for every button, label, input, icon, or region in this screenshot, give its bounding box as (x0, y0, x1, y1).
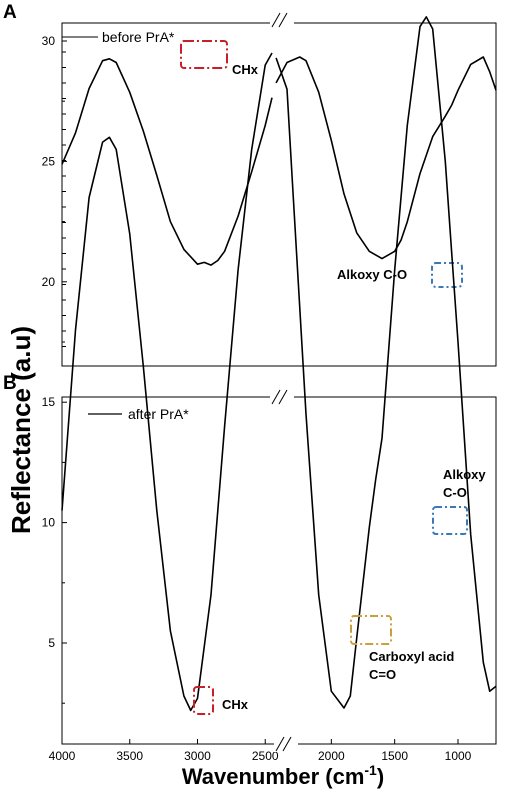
alkoxy-label-a: Alkoxy C-O (337, 267, 407, 282)
x-axis-label-close: ) (377, 764, 384, 789)
panel-b-series (61, 16, 497, 712)
panel-b-x-tick-label: 4000 (49, 749, 76, 763)
panel-b-y-tick-label: 5 (48, 636, 55, 650)
panel-b-annotation-carboxyl: Carboxyl acid C=O (350, 615, 454, 682)
chx-box-b (193, 686, 214, 715)
panel-a-series (61, 56, 497, 266)
panel-b-axis-break-bottom (274, 736, 298, 752)
panel-a-letter: A (3, 2, 17, 23)
panel-a-curve-segment-left (61, 57, 273, 266)
panel-b-x-tick-label: 3000 (184, 749, 211, 763)
panel-b-legend: after PrA* (88, 406, 189, 422)
x-axis-label-main: Wavenumber (cm (182, 764, 365, 789)
panel-b-x-tick-label: 2000 (318, 749, 345, 763)
panel-b-y-tick-label: 10 (42, 516, 56, 530)
panel-b-legend-label: after PrA* (128, 406, 189, 422)
panel-b-axis-break-top (270, 389, 294, 405)
x-axis-label: Wavenumber (cm-1) (182, 762, 384, 789)
panel-a-legend: before PrA* (62, 29, 175, 45)
panel-b-frame (61, 396, 497, 745)
panel-b-y-tick-label: 20 (42, 275, 56, 289)
panel-b-y-tick-label: 30 (42, 34, 56, 48)
panel-b-curve-segment-left (61, 52, 273, 712)
alkoxy-box-a (431, 262, 463, 288)
panel-b-x-tick-label: 2500 (252, 749, 279, 763)
panel-b-x-tick-label: 1000 (445, 749, 472, 763)
panel-a-frame (61, 22, 497, 367)
panel-b-x-ticks: 4000 3500 3000 2500 2000 1500 1000 (49, 739, 472, 763)
panel-a-axis-break (270, 12, 294, 28)
y-axis-label: Reflectance (a.u) (6, 326, 36, 534)
panel-a-annotation-chx: CHx (180, 40, 259, 77)
chx-box-a (180, 40, 228, 69)
alkoxy-label-line2: C-O (443, 485, 467, 500)
alkoxy-box-b (432, 506, 468, 535)
panel-b-x-tick-label: 3500 (116, 749, 143, 763)
alkoxy-label-line1: Alkoxy (443, 467, 486, 482)
chx-label-a: CHx (232, 62, 259, 77)
panel-b-y-tick-label: 15 (42, 395, 56, 409)
panel-a-y-ticks (62, 51, 66, 347)
chx-label-b: CHx (222, 697, 249, 712)
carboxyl-label-line2: C=O (369, 667, 396, 682)
panel-b-y-ticks: 5 10 15 20 25 30 (42, 34, 67, 704)
carboxyl-box-b (350, 615, 392, 645)
panel-a-curve-segment-right (275, 56, 497, 260)
panel-b-x-tick-label: 1500 (381, 749, 408, 763)
panel-a-annotation-alkoxy: Alkoxy C-O (337, 262, 463, 288)
panel-a-legend-label: before PrA* (102, 29, 175, 45)
panel-b-annotation-chx: CHx (193, 686, 249, 715)
panel-b-annotation-alkoxy: Alkoxy C-O (432, 467, 486, 535)
x-axis-label-superscript: -1 (364, 762, 377, 778)
carboxyl-label-line1: Carboxyl acid (369, 649, 454, 664)
panel-b: B 5 10 15 20 25 30 4000 3500 3000 2500 2000 1500 10… (3, 16, 497, 763)
panel-b-curve-segment-right (275, 16, 497, 709)
panel-b-letter: B (3, 373, 17, 394)
panel-b-y-tick-label: 25 (42, 154, 56, 168)
panel-a: A before PrA* CHx Alkoxy C-O (3, 2, 497, 367)
